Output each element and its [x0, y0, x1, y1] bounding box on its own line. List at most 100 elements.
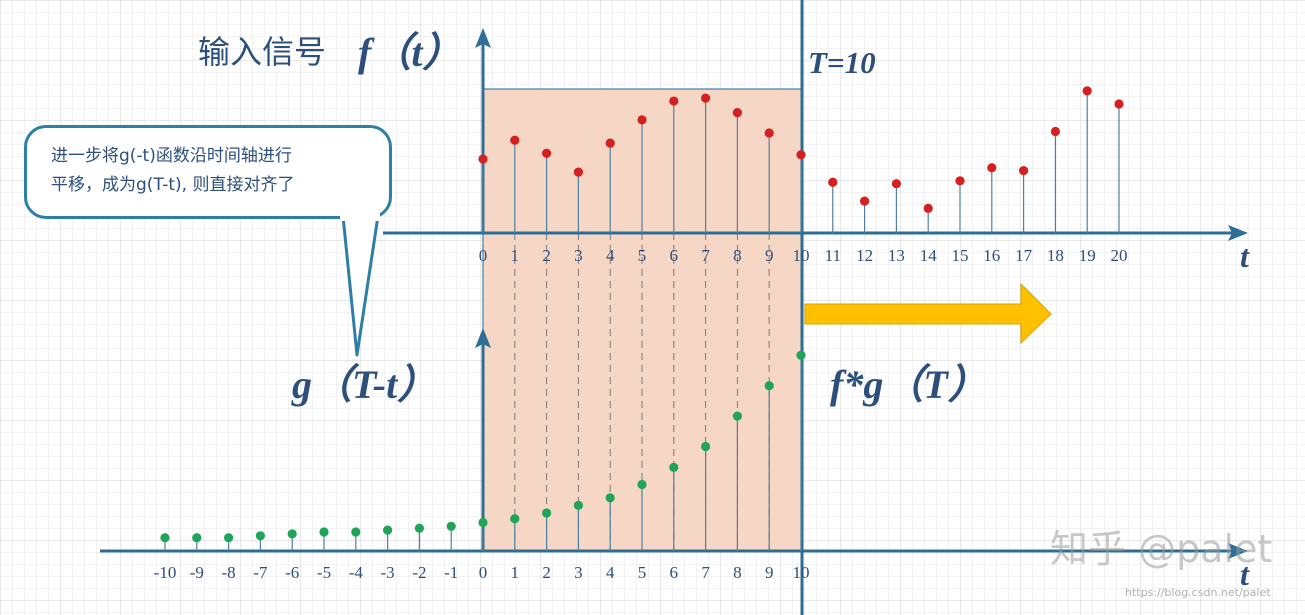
g-tick-label: 8 — [733, 563, 742, 582]
shift-arrow — [804, 282, 1052, 345]
f-of-t-label: f（t） — [358, 30, 462, 75]
f-data-point — [478, 154, 488, 164]
f-tick-label: 1 — [511, 246, 520, 265]
g-data-point — [414, 523, 424, 533]
callout-bubble: 进一步将g(-t)函数沿时间轴进行 平移，成为g(T-t), 则直接对齐了 — [24, 125, 392, 219]
g-data-point — [701, 441, 711, 452]
g-data-point — [192, 533, 202, 543]
g-data-point — [573, 500, 584, 510]
callout-line-1: 进一步将g(-t)函数沿时间轴进行 — [51, 146, 292, 166]
f-series — [478, 86, 1124, 233]
f-data-point — [732, 108, 743, 118]
g-tick-label: 0 — [479, 563, 488, 582]
f-data-point — [923, 203, 933, 213]
g-tick-label: -6 — [285, 563, 299, 582]
f-tick-label: 13 — [888, 246, 905, 265]
g-tick-label: -7 — [253, 563, 268, 582]
f-data-point — [796, 150, 806, 160]
g-data-point — [510, 514, 520, 524]
f-data-point — [1019, 166, 1029, 176]
f-data-point — [669, 96, 679, 106]
f-data-point — [701, 93, 711, 103]
f-tick-label: 19 — [1079, 246, 1096, 265]
watermark-zhihu: 知乎 @palet — [1050, 527, 1272, 571]
g-x-axis-arrowhead — [1228, 543, 1248, 559]
callout-line-2: 平移，成为g(T-t), 则直接对齐了 — [51, 175, 295, 195]
g-data-point — [542, 508, 552, 518]
g-tick-label: -1 — [444, 563, 458, 582]
f-data-point — [573, 167, 584, 177]
f-tick-label: 3 — [574, 246, 583, 265]
f-data-point — [1050, 126, 1060, 137]
g-data-point — [764, 381, 774, 391]
g-data-point — [287, 529, 297, 539]
g-tick-label: 2 — [542, 563, 551, 582]
f-tick-label: 14 — [920, 246, 938, 265]
f-data-point — [891, 179, 902, 189]
g-axis-t-label: t — [1240, 556, 1250, 592]
f-data-point — [955, 176, 965, 186]
f-tick-label: 16 — [983, 246, 1000, 265]
g-axes — [100, 328, 1248, 559]
f-data-point — [828, 177, 838, 187]
watermark-url: https://blog.csdn.net/palet — [1125, 586, 1271, 599]
g-tick-labels: -10 -9 -8 -7 -6 -5 -4 -3 -2 -1 0 1 2 3 4 5 6 7 8 9 10 — [154, 563, 810, 582]
g-data-point — [319, 527, 329, 537]
g-tick-label: -4 — [349, 563, 364, 582]
g-tick-label: 5 — [638, 563, 647, 582]
f-tick-label: 9 — [765, 246, 774, 265]
f-axes — [383, 28, 1248, 241]
g-tick-label: -3 — [381, 563, 395, 582]
f-data-point — [637, 115, 647, 125]
f-tick-label: 11 — [825, 246, 841, 265]
g-tick-label: -2 — [412, 563, 426, 582]
f-tick-label: 15 — [952, 246, 969, 265]
g-tick-label: 7 — [701, 563, 710, 582]
g-tick-label: 10 — [793, 563, 810, 582]
f-tick-label: 8 — [733, 246, 742, 265]
f-tick-label: 20 — [1111, 246, 1128, 265]
g-tick-label: -9 — [190, 563, 204, 582]
f-tick-label: 18 — [1047, 246, 1064, 265]
f-tick-label: 10 — [793, 246, 810, 265]
f-tick-label: 17 — [1015, 246, 1033, 265]
g-tick-label: 6 — [670, 563, 679, 582]
f-axis-t-label: t — [1240, 238, 1250, 274]
g-data-point — [224, 533, 234, 543]
f-tick-label: 0 — [479, 246, 488, 265]
f-data-point — [987, 163, 997, 173]
f-tick-label: 5 — [638, 246, 647, 265]
g-tick-label: 4 — [606, 563, 615, 582]
callout-tail-joint — [340, 213, 380, 221]
g-tick-label: 1 — [511, 563, 520, 582]
g-tick-label: -8 — [222, 563, 236, 582]
f-data-point — [605, 138, 615, 148]
f-tick-label: 2 — [542, 246, 551, 265]
f-tick-label: 7 — [701, 246, 710, 265]
g-y-axis-arrowhead — [475, 328, 491, 348]
g-data-point — [478, 517, 488, 528]
g-data-point — [383, 525, 393, 535]
convolution-label: f*g（T） — [830, 362, 988, 407]
g-tick-label: -10 — [154, 563, 177, 582]
f-y-axis-arrowhead — [475, 28, 491, 48]
f-tick-label: 6 — [670, 246, 679, 265]
g-tick-label: 9 — [765, 563, 774, 582]
T-marker-label: T=10 — [808, 45, 876, 80]
g-data-point — [669, 462, 679, 472]
f-tick-label: 4 — [606, 246, 615, 265]
f-data-point — [542, 148, 552, 158]
f-x-axis-arrowhead — [1228, 225, 1248, 241]
f-data-point — [1082, 86, 1092, 96]
g-data-point — [160, 533, 170, 543]
g-data-point — [255, 531, 265, 541]
g-of-T-minus-t-label: g（T-t） — [291, 362, 437, 407]
g-data-point — [637, 479, 647, 490]
f-tick-labels: 0 1 2 3 4 5 6 7 8 9 10 11 12 13 14 15 16 17 18 19 20 — [479, 246, 1128, 265]
g-tick-label: -5 — [317, 563, 331, 582]
g-data-point — [796, 350, 806, 360]
f-data-point — [1114, 99, 1124, 109]
input-signal-title: 输入信号 — [198, 33, 326, 71]
f-data-point — [510, 135, 520, 145]
